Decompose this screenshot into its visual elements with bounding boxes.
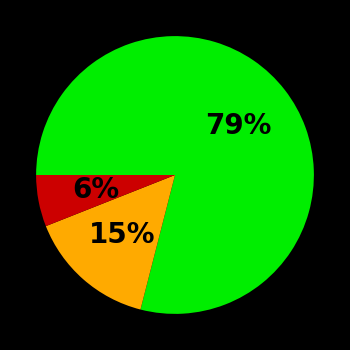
Wedge shape	[46, 175, 175, 309]
Text: 79%: 79%	[205, 112, 272, 140]
Text: 15%: 15%	[89, 222, 155, 250]
Wedge shape	[36, 36, 314, 314]
Text: 6%: 6%	[72, 176, 119, 204]
Wedge shape	[36, 175, 175, 226]
